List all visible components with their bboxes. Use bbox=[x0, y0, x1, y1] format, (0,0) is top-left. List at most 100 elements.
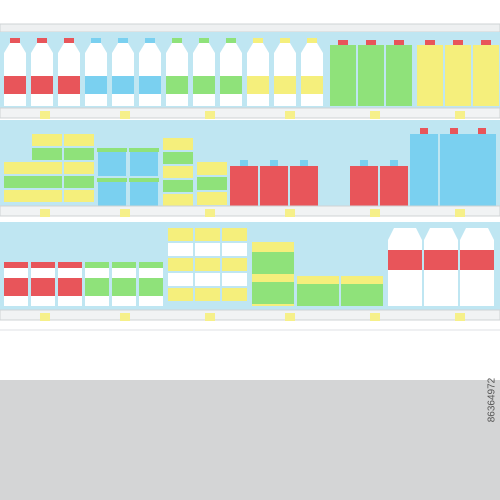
bottle bbox=[85, 43, 107, 106]
price-tag bbox=[285, 209, 295, 217]
jug bbox=[468, 134, 496, 206]
jar-label bbox=[31, 278, 55, 296]
tub bbox=[4, 176, 34, 188]
tub bbox=[64, 176, 94, 188]
bottle bbox=[247, 43, 269, 106]
shelf-top bbox=[0, 23, 500, 33]
bottle bbox=[166, 43, 188, 106]
bottle bbox=[274, 43, 296, 106]
price-tag bbox=[40, 209, 50, 217]
pack bbox=[222, 228, 247, 241]
price-tag bbox=[455, 111, 465, 119]
shelves bbox=[0, 107, 500, 331]
jar-label bbox=[85, 278, 109, 296]
carton-top bbox=[300, 160, 308, 166]
carton-top bbox=[240, 160, 248, 166]
bottle-label bbox=[112, 76, 134, 94]
yogurt bbox=[163, 194, 193, 206]
tub bbox=[64, 148, 94, 160]
cup-lid bbox=[129, 178, 159, 182]
bottle bbox=[31, 43, 53, 106]
cup-lid bbox=[129, 148, 159, 152]
carton-top bbox=[270, 160, 278, 166]
tub bbox=[32, 190, 62, 202]
jar-lid bbox=[112, 262, 136, 268]
price-tag bbox=[40, 111, 50, 119]
price-tag bbox=[205, 313, 215, 321]
bottle-cap bbox=[307, 38, 317, 43]
bottle-cap bbox=[37, 38, 47, 43]
pack bbox=[222, 273, 247, 286]
tub bbox=[64, 162, 94, 174]
carton bbox=[386, 45, 412, 106]
yogurt bbox=[163, 152, 193, 164]
milk-label bbox=[460, 250, 494, 270]
cup bbox=[130, 178, 158, 206]
carton bbox=[473, 45, 499, 106]
carton bbox=[260, 166, 288, 206]
bottle-cap bbox=[253, 38, 263, 43]
yogurt bbox=[163, 138, 193, 150]
pack bbox=[222, 288, 247, 301]
carton-top bbox=[366, 40, 376, 45]
jar-label bbox=[112, 278, 136, 296]
price-tag bbox=[205, 209, 215, 217]
bottle-label bbox=[166, 76, 188, 94]
pack bbox=[168, 258, 193, 271]
bottle-cap bbox=[280, 38, 290, 43]
price-tag bbox=[285, 111, 295, 119]
bottle-label bbox=[301, 76, 323, 94]
pack bbox=[195, 288, 220, 301]
shelf-board bbox=[0, 107, 500, 119]
carton bbox=[290, 166, 318, 206]
carton bbox=[380, 166, 408, 206]
jug-cap bbox=[420, 128, 428, 134]
pack bbox=[168, 228, 193, 241]
carton-top bbox=[453, 40, 463, 45]
carton-top bbox=[481, 40, 491, 45]
tub bbox=[32, 148, 62, 160]
bottle-cap bbox=[199, 38, 209, 43]
watermark-id: 86364972 bbox=[487, 377, 498, 422]
tub bbox=[32, 176, 62, 188]
tub bbox=[32, 134, 62, 146]
bottle bbox=[58, 43, 80, 106]
cup-lid bbox=[97, 148, 127, 152]
jar-lid bbox=[139, 262, 163, 268]
milk-label bbox=[388, 250, 422, 270]
bottle bbox=[112, 43, 134, 106]
carton-top bbox=[360, 160, 368, 166]
pack bbox=[195, 258, 220, 271]
carton-top bbox=[390, 160, 398, 166]
bottle-cap bbox=[226, 38, 236, 43]
bottle-label bbox=[220, 76, 242, 94]
yogurt bbox=[197, 177, 227, 190]
jar-lid bbox=[31, 262, 55, 268]
price-tag bbox=[120, 209, 130, 217]
cup bbox=[98, 178, 126, 206]
floor bbox=[0, 380, 500, 500]
price-tag bbox=[370, 313, 380, 321]
jar-label bbox=[139, 278, 163, 296]
cup bbox=[130, 148, 158, 176]
pack bbox=[168, 243, 193, 256]
jar-label bbox=[4, 278, 28, 296]
milk-label bbox=[424, 250, 458, 270]
bottle-label bbox=[139, 76, 161, 94]
tub bbox=[64, 190, 94, 202]
pack bbox=[168, 273, 193, 286]
yogurt bbox=[197, 192, 227, 205]
pack bbox=[195, 273, 220, 286]
price-tag bbox=[370, 209, 380, 217]
bottle-cap bbox=[10, 38, 20, 43]
carton-top bbox=[425, 40, 435, 45]
bottle bbox=[193, 43, 215, 106]
bottle bbox=[220, 43, 242, 106]
price-tag bbox=[120, 111, 130, 119]
box-label bbox=[252, 282, 294, 304]
carton bbox=[358, 45, 384, 106]
carton bbox=[330, 45, 356, 106]
price-tag bbox=[285, 313, 295, 321]
shelf-board bbox=[0, 309, 500, 321]
